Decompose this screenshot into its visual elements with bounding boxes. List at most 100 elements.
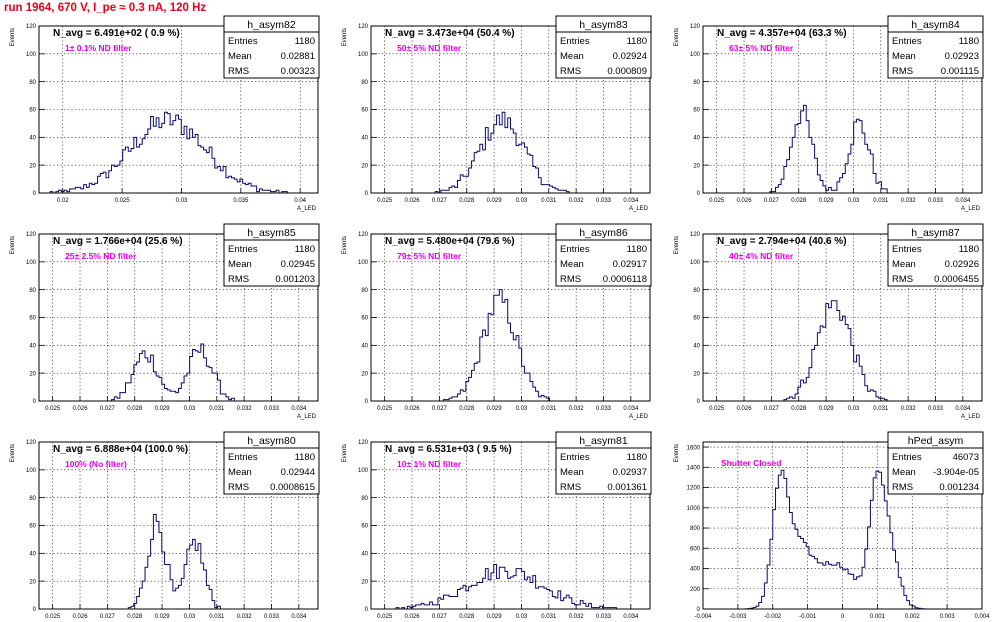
x-tick-label: 0.027	[100, 406, 116, 412]
stat-label-rms: RMS	[892, 274, 913, 285]
stats-box	[223, 223, 320, 287]
histogram-name: h_asym82	[247, 19, 296, 31]
stat-value-rms: 0.0006118	[603, 274, 647, 285]
nd-filter-label: 40± 4% ND filter	[729, 251, 794, 261]
x-tick-label: 0.027	[432, 614, 448, 620]
stat-label-mean: Mean	[228, 467, 252, 478]
x-tick-label: 0.025	[709, 198, 725, 204]
histogram-pad-h_asym86: 0 20 40 60 80 100 120 0.025 0.026 0.027 0.028 0.029…	[342, 223, 652, 420]
stat-label-rms: RMS	[228, 274, 249, 285]
y-tick-label: 0	[697, 191, 701, 197]
nd-filter-label: 50± 5% ND filter	[397, 43, 462, 53]
stat-label-rms: RMS	[560, 482, 581, 493]
y-tick-label: 120	[26, 24, 37, 30]
x-tick-label: 0.033	[596, 406, 612, 412]
x-axis-label: A_LED	[297, 206, 317, 212]
y-tick-label: 80	[361, 80, 368, 86]
stat-value-rms: 0.000809	[607, 66, 647, 77]
y-tick-label: 0	[33, 399, 37, 405]
histogram-name: h_asym84	[911, 19, 960, 31]
navg-label: N_avg = 5.480e+04 (79.6 %)	[385, 236, 515, 247]
x-tick-label: 0.034	[291, 406, 307, 412]
stat-value-entries: 1180	[959, 36, 979, 47]
stat-value-mean: 0.02944	[281, 467, 315, 478]
navg-label: N_avg = 3.473e+04 (50.4 %)	[385, 28, 515, 39]
stat-value-rms: 0.00323	[281, 66, 315, 77]
histogram-pad-h_asym84: 0 20 40 60 80 100 120 0.025 0.026 0.027 0.028 0.029…	[674, 15, 984, 212]
y-tick-label: 40	[29, 552, 36, 558]
x-tick-label: 0.029	[487, 614, 503, 620]
nd-filter-label: Shutter Closed	[721, 458, 781, 468]
y-tick-label: 120	[26, 440, 37, 446]
x-tick-label: 0.032	[237, 614, 253, 620]
x-axis-label: A_LED	[961, 414, 981, 420]
x-tick-label: 0.03	[184, 406, 196, 412]
navg-label: N_avg = 6.531e+03 ( 9.5 %)	[385, 444, 512, 455]
histogram-name: hPed_asym	[908, 435, 964, 447]
y-tick-label: 100	[26, 52, 37, 58]
x-tick-label: 0.02	[57, 198, 69, 204]
x-tick-label: 0.031	[541, 614, 557, 620]
x-tick-label: 0.034	[623, 614, 639, 620]
x-tick-label: 0.033	[596, 614, 612, 620]
x-tick-label: 0.004	[974, 614, 990, 620]
x-tick-label: 0.025	[45, 614, 61, 620]
stat-value-mean: 0.02881	[281, 51, 315, 62]
histogram-name: h_asym87	[911, 227, 960, 239]
x-tick-label: 0.026	[405, 406, 421, 412]
x-tick-label: 0.027	[764, 198, 780, 204]
x-tick-label: 0.029	[487, 198, 503, 204]
x-tick-label: 0.027	[100, 614, 116, 620]
stat-label-entries: Entries	[560, 36, 590, 47]
nd-filter-label: 79± 5% ND filter	[397, 251, 462, 261]
x-tick-label: 0.003	[940, 614, 956, 620]
x-tick-label: 0.033	[264, 406, 280, 412]
stat-label-entries: Entries	[228, 244, 258, 255]
stat-value-entries: 1180	[295, 244, 315, 255]
y-tick-label: 60	[29, 316, 36, 322]
x-axis-label: A_LED	[961, 206, 981, 212]
x-tick-label: 0.002	[905, 614, 921, 620]
histogram-pad-h_asym81: 0 20 40 60 80 100 120 0.025 0.026 0.027 0.028 0.029…	[342, 431, 652, 620]
y-tick-label: 20	[361, 579, 368, 585]
y-tick-label: 80	[29, 80, 36, 86]
stat-label-entries: Entries	[892, 244, 922, 255]
x-tick-label: 0.03	[516, 614, 528, 620]
stat-value-mean: 0.02923	[945, 51, 979, 62]
stat-value-mean: 0.02945	[281, 259, 315, 270]
x-tick-label: 0.026	[737, 198, 753, 204]
stat-label-entries: Entries	[892, 36, 922, 47]
x-tick-label: 0.027	[764, 406, 780, 412]
y-tick-label: 40	[361, 136, 368, 142]
x-tick-label: 0.034	[623, 406, 639, 412]
x-tick-label: 0.03	[176, 198, 188, 204]
x-tick-label: 0.026	[405, 614, 421, 620]
x-tick-label: 0.028	[791, 198, 807, 204]
y-tick-label: 1000	[687, 506, 701, 512]
stat-label-rms: RMS	[228, 482, 249, 493]
stats-box	[223, 15, 320, 79]
histogram-pad-h_asym83: 0 20 40 60 80 100 120 0.025 0.026 0.027 0.028 0.029…	[342, 15, 652, 212]
x-tick-label: -0.001	[799, 614, 817, 620]
y-tick-label: 80	[29, 496, 36, 502]
x-tick-label: 0.04	[294, 198, 306, 204]
y-tick-label: 100	[358, 468, 369, 474]
stat-value-rms: 0.0006455	[934, 274, 979, 285]
stat-value-entries: 46073	[953, 452, 979, 463]
x-tick-label: -0.002	[764, 614, 782, 620]
stat-value-entries: 1180	[627, 244, 647, 255]
histogram-series-h_asym85	[39, 343, 318, 402]
histogram-name: h_asym85	[247, 227, 296, 239]
histogram-series-h_asym80	[39, 513, 318, 610]
x-tick-label: 0.031	[541, 198, 557, 204]
histogram-series-hPed_asym	[703, 469, 982, 610]
y-tick-label: 20	[29, 371, 36, 377]
x-tick-label: 0.026	[73, 614, 89, 620]
stat-label-rms: RMS	[228, 66, 249, 77]
x-tick-label: 0.031	[209, 614, 225, 620]
y-tick-label: 80	[29, 288, 36, 294]
stats-box	[555, 431, 652, 495]
x-tick-label: 0.034	[623, 198, 639, 204]
y-axis-label: Events	[674, 444, 680, 462]
stat-value-entries: 1180	[627, 452, 647, 463]
